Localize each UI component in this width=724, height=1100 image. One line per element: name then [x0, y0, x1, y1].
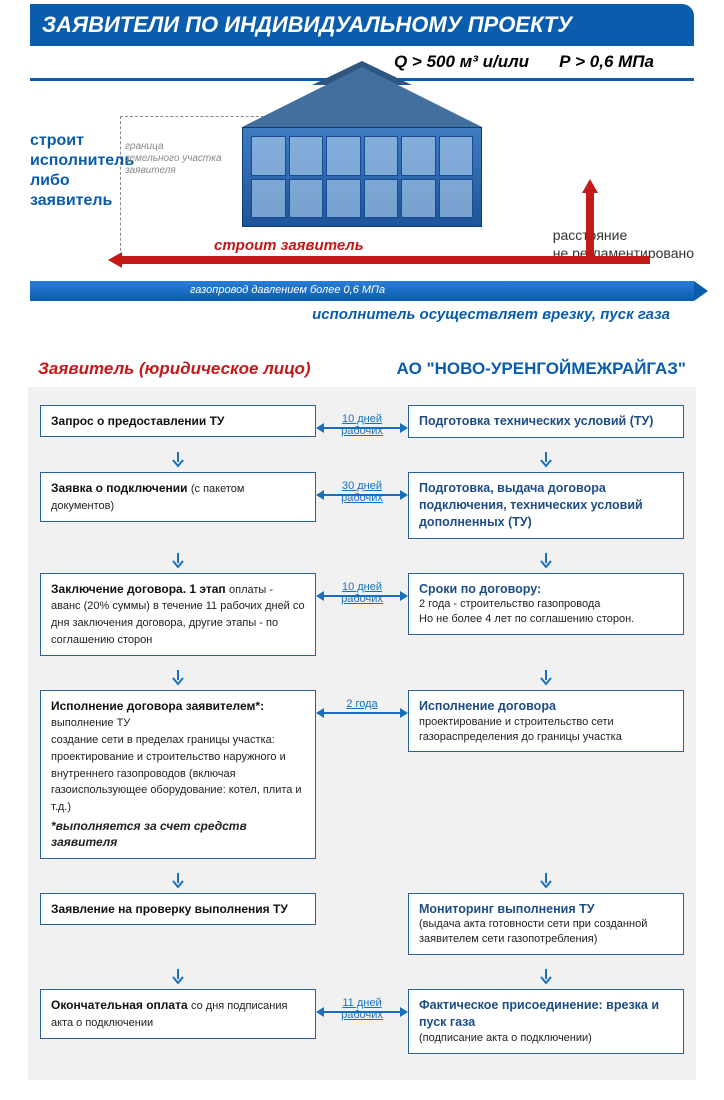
flow-left-box: Заключение договора. 1 этап оплаты - ава…	[40, 573, 316, 656]
down-arrow-icon	[40, 452, 316, 466]
flow-right-box: Сроки по договору:2 года - строительство…	[408, 573, 684, 636]
flow-left-box: Заявка о подключении (с пакетом документ…	[40, 472, 316, 522]
down-arrow-icon	[408, 553, 684, 567]
flow-link: 10 дней рабочих	[322, 573, 402, 605]
flow-left-box: Исполнение договора заявителем*: выполне…	[40, 690, 316, 859]
flow-link: 2 года	[322, 690, 402, 710]
left-builder-label: строит исполнитель либо заявитель	[30, 131, 134, 211]
spec-pressure: Р > 0,6 МПа	[559, 52, 654, 72]
flow-link: 10 дней рабочих	[322, 405, 402, 437]
flow-left-box: Заявление на проверку выполнения ТУ	[40, 893, 316, 925]
lot-border-note: граница земельного участка заявителя	[125, 141, 222, 177]
down-arrow-icon	[408, 670, 684, 684]
flowchart: Запрос о предоставлении ТУ10 дней рабочи…	[28, 387, 696, 1080]
main-pipeline-label: газопровод давлением более 0,6 МПа	[190, 284, 385, 296]
flow-link	[322, 893, 402, 901]
applicant-builds-label: строит заявитель	[214, 237, 364, 254]
flow-left-box: Запрос о предоставлении ТУ	[40, 405, 316, 437]
flow-right-title: АО "НОВО-УРЕНГОЙМЕЖРАЙГАЗ"	[397, 359, 686, 379]
connector-note: исполнитель осуществляет врезку, пуск га…	[312, 306, 670, 323]
red-pipe	[120, 256, 650, 264]
down-arrow-icon	[40, 873, 316, 887]
scene-diagram: строит исполнитель либо заявитель границ…	[30, 81, 694, 341]
page-title: ЗАЯВИТЕЛИ ПО ИНДИВИДУАЛЬНОМУ ПРОЕКТУ	[30, 4, 694, 46]
down-arrow-icon	[40, 969, 316, 983]
red-pipe-vertical	[586, 191, 594, 264]
flow-right-box: Фактическое присоединение: врезка и пуск…	[408, 989, 684, 1054]
flow-left-box: Окончательная оплата со дня подписания а…	[40, 989, 316, 1039]
down-arrow-icon	[408, 452, 684, 466]
down-arrow-icon	[40, 553, 316, 567]
flow-header: Заявитель (юридическое лицо) АО "НОВО-УР…	[0, 341, 724, 387]
down-arrow-icon	[408, 873, 684, 887]
house-icon	[242, 89, 482, 239]
flow-right-box: Подготовка технических условий (ТУ)	[408, 405, 684, 438]
down-arrow-icon	[40, 670, 316, 684]
flow-link: 11 дней рабочих	[322, 989, 402, 1021]
flow-right-box: Мониторинг выполнения ТУ(выдача акта гот…	[408, 893, 684, 956]
flow-right-box: Исполнение договорапроектирование и стро…	[408, 690, 684, 753]
flow-link: 30 дней рабочих	[322, 472, 402, 504]
flow-left-title: Заявитель (юридическое лицо)	[38, 359, 311, 379]
flow-right-box: Подготовка, выдача договора подключения,…	[408, 472, 684, 539]
down-arrow-icon	[408, 969, 684, 983]
